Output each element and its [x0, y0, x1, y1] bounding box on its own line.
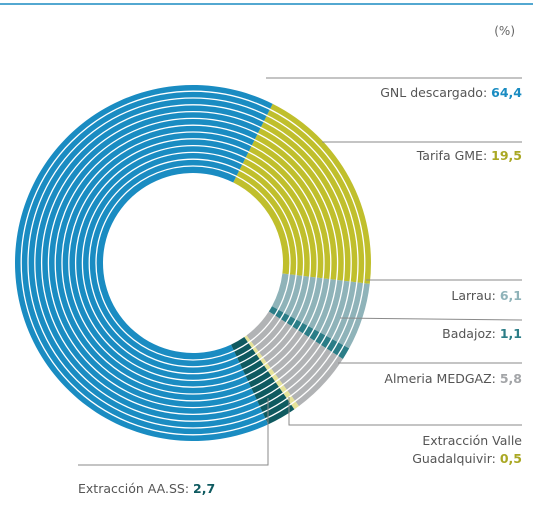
- ring-line: [61, 131, 325, 395]
- segment-value: 19,5: [491, 148, 522, 163]
- segment-value: 64,4: [491, 85, 522, 100]
- ring-line: [95, 165, 291, 361]
- unit-label: (%): [494, 24, 515, 38]
- ring-line: [20, 90, 366, 436]
- ring-line: [74, 144, 312, 382]
- segment-value: 2,7: [193, 481, 216, 496]
- segment-value: 0,5: [499, 451, 522, 466]
- segment-name: Extracción AA.SS: [78, 481, 193, 496]
- segment-label: GNL descargado64,4: [380, 84, 522, 102]
- leader-line: [78, 398, 269, 466]
- ring-line: [54, 124, 332, 402]
- ring-line: [68, 138, 318, 388]
- ring-line: [27, 97, 359, 429]
- donut-segment: [233, 103, 371, 284]
- segment-label: Larrau6,1: [451, 287, 522, 305]
- donut-segment: [231, 336, 295, 425]
- segment-value: 5,8: [499, 371, 522, 386]
- segment-label: Extracción Valle Guadalquivir0,5: [362, 432, 522, 468]
- donut-segment: [246, 311, 343, 407]
- ring-line: [47, 117, 339, 409]
- segment-label: Badajoz1,1: [442, 325, 522, 343]
- segment-value: 1,1: [499, 326, 522, 341]
- segment-name: GNL descargado: [380, 85, 491, 100]
- segment-label: Almeria MEDGAZ5,8: [384, 370, 522, 388]
- segment-value: 6,1: [499, 288, 522, 303]
- ring-line: [88, 158, 298, 368]
- ring-line: [34, 104, 352, 422]
- ring-pattern: [20, 90, 366, 436]
- segment-label: Tarifa GME19,5: [417, 147, 522, 165]
- leader-line: [288, 397, 522, 426]
- segment-name: Almeria MEDGAZ: [384, 371, 499, 386]
- segment-name: Larrau: [451, 288, 499, 303]
- segment-name: Badajoz: [442, 326, 500, 341]
- leader-lines: [78, 77, 523, 466]
- leader-line: [339, 317, 523, 321]
- ring-line: [81, 151, 305, 375]
- segment-label: Extracción AA.SS2,7: [78, 480, 215, 498]
- ring-line: [40, 110, 346, 416]
- donut-segment: [271, 273, 370, 349]
- segment-name: Tarifa GME: [417, 148, 491, 163]
